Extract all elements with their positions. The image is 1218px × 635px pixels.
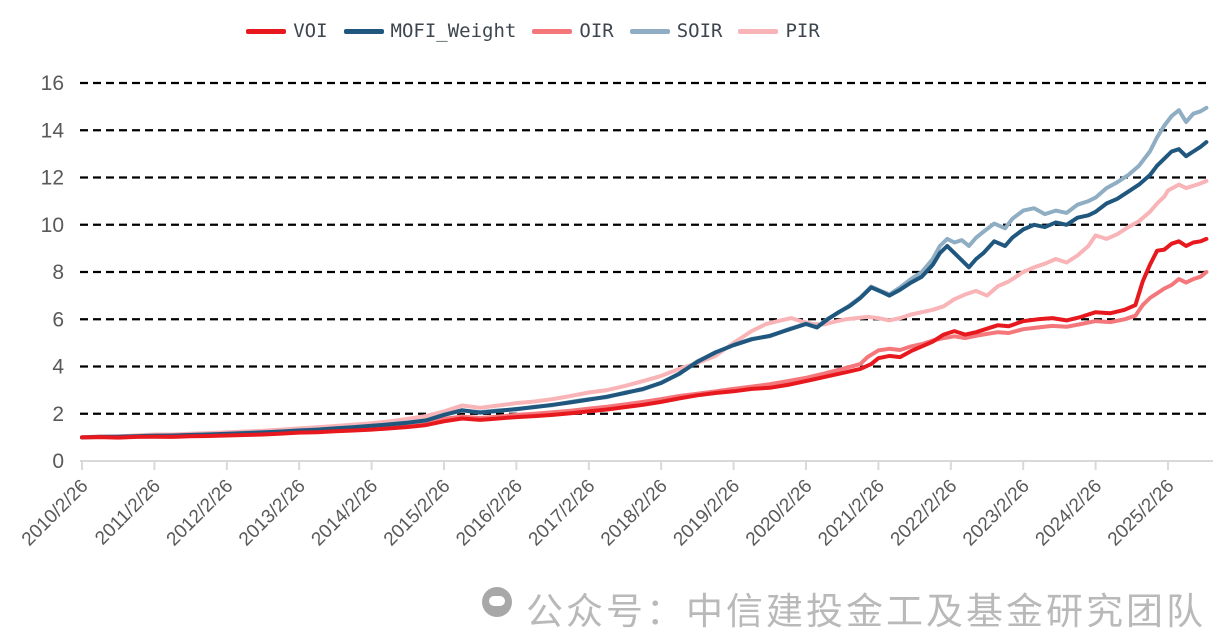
y-axis-label-10: 10 xyxy=(41,214,64,237)
legend-item-mofi_weight: MOFI_Weight xyxy=(343,20,531,42)
x-axis-label: 2024/2/26 xyxy=(1032,476,1107,551)
x-axis-label: 2023/2/26 xyxy=(959,476,1034,551)
legend-swatch xyxy=(629,28,670,34)
y-axis-label-4: 4 xyxy=(52,356,64,379)
line-chart-canvas: 0 2 4 6 8 10 12 14 16 2010/2/262011/2/262012/2/26… xyxy=(18,72,1213,551)
legend-label: OIR xyxy=(579,20,614,42)
wechat-icon xyxy=(482,587,512,617)
legend-label: SOIR xyxy=(676,20,723,42)
legend-item-oir: OIR xyxy=(532,20,627,42)
x-axis-label: 2017/2/26 xyxy=(525,476,600,551)
x-axis-label: 2015/2/26 xyxy=(380,476,455,551)
x-axis-label: 2025/2/26 xyxy=(1104,476,1179,551)
x-axis-label: 2019/2/26 xyxy=(670,476,745,551)
y-axis-label-6: 6 xyxy=(52,308,64,331)
legend-swatch xyxy=(343,28,384,34)
y-axis-label-8: 8 xyxy=(52,261,64,284)
x-axis-label: 2022/2/26 xyxy=(887,476,962,551)
x-axis-label: 2010/2/26 xyxy=(18,476,93,551)
series-line-oir xyxy=(80,270,1209,440)
watermark-text: 公众号：中信建投金工及基金研究团队 xyxy=(526,590,1206,633)
y-axis-label-16: 16 xyxy=(41,72,64,95)
x-axis-label: 2021/2/26 xyxy=(814,476,889,551)
x-axis-label: 2012/2/26 xyxy=(163,476,238,551)
chart-legend: VOI MOFI_Weight OIR SOIR PIR xyxy=(0,20,1080,42)
legend-swatch xyxy=(532,28,573,34)
legend-label: MOFI_Weight xyxy=(390,20,517,42)
series-line-mofi_weight xyxy=(80,140,1209,440)
chart-figure: VOI MOFI_Weight OIR SOIR PIR 0 2 4 6 8 10 12 14 16 20… xyxy=(0,20,1213,633)
x-axis-label: 2018/2/26 xyxy=(597,476,672,551)
x-axis-label: 2014/2/26 xyxy=(308,476,383,551)
legend-item-voi: VOI xyxy=(246,20,341,42)
watermark: 公众号：中信建投金工及基金研究团队 xyxy=(482,581,1206,635)
x-axis-label: 2011/2/26 xyxy=(91,476,165,550)
legend-label: VOI xyxy=(293,20,328,42)
series-line-voi xyxy=(80,236,1209,440)
legend-swatch xyxy=(738,28,779,34)
x-axis-label: 2013/2/26 xyxy=(235,476,310,551)
legend-label: PIR xyxy=(785,20,820,42)
x-axis-label: 2016/2/26 xyxy=(452,476,527,551)
y-axis-label-12: 12 xyxy=(41,167,64,190)
y-axis-label-14: 14 xyxy=(41,119,65,142)
y-axis-label-2: 2 xyxy=(52,403,64,426)
series-line-pir xyxy=(80,179,1209,440)
legend-item-soir: SOIR xyxy=(629,20,737,42)
legend-swatch xyxy=(246,28,287,34)
x-axis-label: 2020/2/26 xyxy=(742,476,817,551)
legend-item-pir: PIR xyxy=(738,20,833,42)
y-axis-label-0: 0 xyxy=(52,450,64,473)
